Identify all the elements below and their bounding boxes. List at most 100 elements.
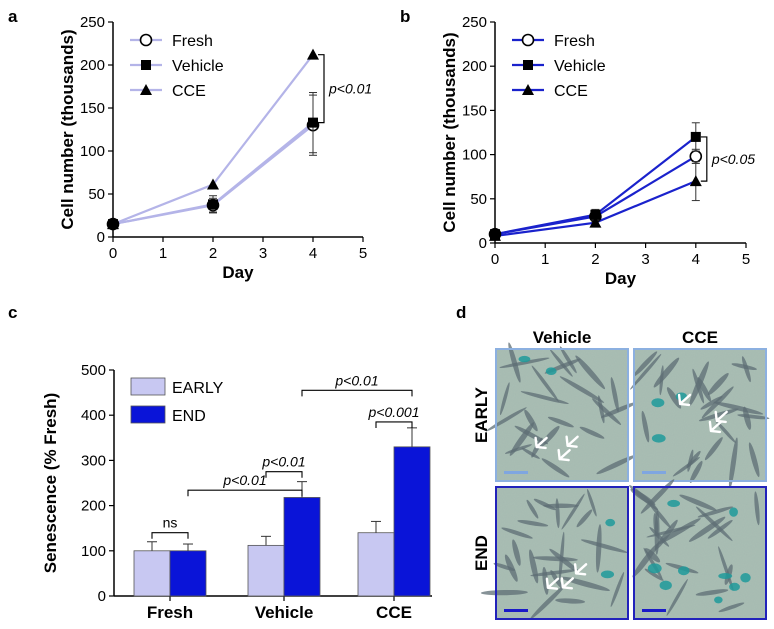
bar-end (393, 446, 431, 597)
white-arrow-icon (565, 435, 579, 448)
senescent-cell-stain (714, 596, 723, 604)
y-axis-title: Cell number (thousands) (440, 32, 459, 232)
cell-shape (579, 426, 605, 439)
y-tick-label: 500 (81, 362, 106, 379)
white-arrow-icon (557, 448, 571, 462)
micrograph-border (633, 486, 767, 620)
x-tick-label: 1 (541, 251, 549, 268)
significance-label: ns (163, 515, 178, 531)
cell-shape (514, 425, 548, 445)
significance-bracket (187, 489, 303, 497)
significance-label: p<0.01 (328, 81, 372, 97)
y-tick-label: 200 (462, 58, 487, 75)
cell-shape (688, 516, 726, 542)
cell-shape (697, 506, 734, 518)
white-arrow-icon (708, 420, 723, 434)
senescent-cell-stain (651, 398, 665, 408)
y-tick-label: 50 (470, 191, 487, 208)
senescent-cell-stain (659, 580, 672, 591)
significance-bracket (375, 421, 413, 428)
bar-early (357, 532, 395, 597)
legend-marker (141, 60, 151, 70)
cell-shape (672, 456, 700, 477)
micrograph (629, 479, 767, 620)
y-tick-label: 150 (462, 102, 487, 119)
cell-shape (586, 488, 597, 517)
cell-shape (559, 346, 577, 374)
x-tick-label: CCE (376, 603, 412, 622)
senescent-cell-stain (518, 355, 531, 363)
legend-label: END (172, 408, 206, 425)
y-axis-title: Senescence (% Fresh) (41, 393, 60, 573)
cell-shape (529, 549, 539, 584)
cell-shape (666, 387, 682, 409)
panel-c: c 0 100 200 300 400 500 Senescence (% Fresh) Fre… (8, 303, 432, 622)
data-point-vehicle (308, 117, 318, 128)
y-tick-label: 0 (97, 229, 105, 246)
significance-label: p<0.01 (261, 454, 305, 470)
cell-shape (754, 491, 760, 526)
micrograph-border (495, 486, 629, 620)
y-tick-label: 200 (80, 57, 105, 74)
x-tick-label: 0 (109, 245, 117, 262)
cell-shape (558, 531, 565, 582)
cell-shape (649, 526, 670, 547)
micrograph-border (495, 348, 629, 482)
x-axis-title: Day (605, 269, 637, 288)
legend-marker (140, 84, 152, 95)
legend-label: Fresh (554, 33, 595, 50)
cell-shape (520, 391, 569, 405)
data-point-vehicle (590, 209, 601, 220)
cell-shape (630, 353, 662, 390)
legend-marker (523, 60, 533, 70)
senescent-cell-stain (605, 518, 616, 527)
senescent-cell-stain (647, 563, 662, 574)
cell-shape (509, 422, 535, 456)
cell-shape (524, 409, 538, 432)
significance-bracket (700, 136, 708, 182)
cell-shape (533, 498, 557, 511)
y-tick-label: 0 (98, 588, 106, 605)
legend-label: CCE (554, 83, 588, 100)
senescent-cell-stain (600, 570, 615, 579)
y-tick-label: 250 (462, 14, 487, 31)
cell-shape (580, 539, 628, 553)
cell-shape (541, 458, 570, 478)
cell-shape (707, 372, 729, 396)
panel-b: b 0 50 100 150 200 250 0 1 2 3 4 5 Day Cell number (th… (400, 7, 755, 288)
legend-marker (521, 33, 535, 47)
cell-shape (632, 543, 659, 578)
senescent-cell-stain (718, 573, 733, 580)
legend-swatch (130, 405, 166, 424)
data-point-fresh (689, 150, 703, 163)
cell-shape (508, 342, 521, 383)
scale-bar (504, 471, 528, 474)
cell-shape (728, 437, 738, 489)
legend-label: Vehicle (554, 58, 606, 75)
x-tick-label: 3 (259, 245, 267, 262)
cell-shape (748, 442, 760, 478)
white-arrow-icon (677, 393, 692, 407)
cell-shape (656, 518, 701, 545)
y-tick-label: 300 (81, 452, 106, 469)
cell-shape (644, 568, 664, 581)
x-tick-label: Vehicle (255, 603, 314, 622)
panel-label: d (456, 303, 466, 322)
white-arrow-icon (545, 577, 560, 590)
x-tick-label: 0 (491, 251, 499, 268)
senescent-cell-stain (651, 434, 666, 443)
x-tick-label: 4 (692, 251, 700, 268)
cell-shape (707, 519, 733, 539)
cell-shape (595, 524, 602, 573)
cell-shape (561, 493, 585, 530)
cell-shape (737, 414, 770, 420)
panel-label: a (8, 7, 18, 26)
x-tick-label: 1 (159, 245, 167, 262)
significance-bracket (151, 532, 189, 539)
y-tick-label: 100 (462, 147, 487, 164)
cell-shape (610, 377, 619, 413)
significance-bracket (265, 471, 303, 478)
legend-label: CCE (172, 83, 206, 100)
y-tick-label: 150 (80, 100, 105, 117)
significance-label: p<0.01 (334, 372, 378, 388)
